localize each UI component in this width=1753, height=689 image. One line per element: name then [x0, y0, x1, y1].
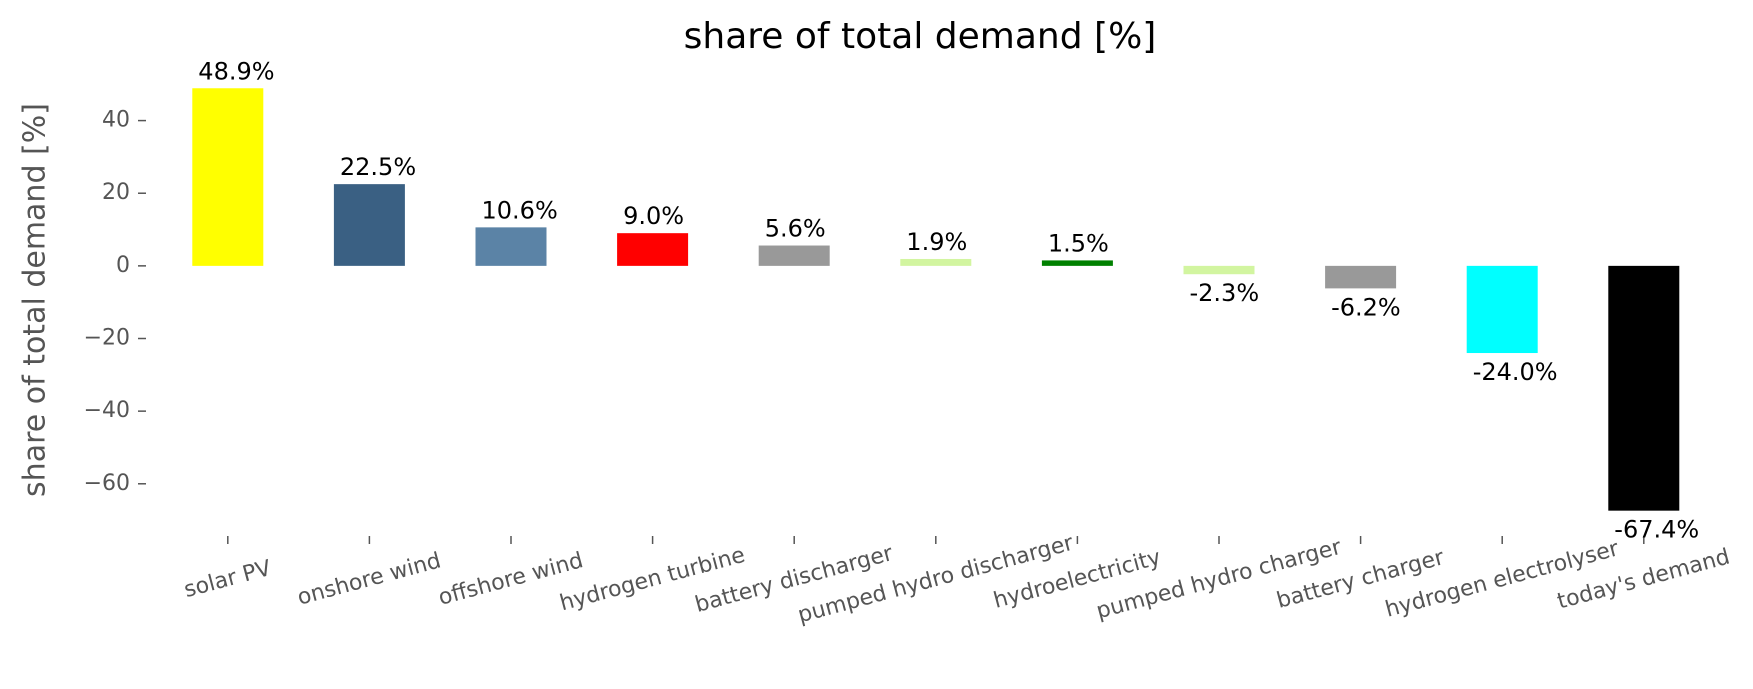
y-tick-label: −20 — [84, 326, 130, 351]
bar — [1608, 265, 1680, 511]
x-tick-label: onshore wind — [295, 548, 444, 610]
bar — [333, 184, 405, 266]
value-label: -2.3% — [1190, 279, 1260, 307]
bar — [1041, 260, 1113, 266]
value-label: 5.6% — [765, 215, 826, 243]
x-tick-label: hydrogen electrolyser — [1383, 536, 1623, 623]
value-label: -6.2% — [1331, 293, 1401, 321]
value-label: 10.6% — [482, 196, 558, 224]
bar — [900, 258, 972, 266]
bar — [758, 245, 830, 266]
value-label: -24.0% — [1473, 358, 1558, 386]
bar — [192, 88, 264, 266]
value-label: 1.9% — [906, 228, 967, 256]
y-tick-label: 0 — [116, 253, 130, 278]
y-tick-label: 20 — [102, 180, 130, 205]
y-tick-label: −60 — [84, 471, 130, 496]
y-axis-label: share of total demand [%] — [18, 103, 53, 497]
x-tick-label: pumped hydro charger — [1094, 535, 1345, 625]
value-label: 9.0% — [623, 202, 684, 230]
value-label: -67.4% — [1614, 516, 1699, 544]
value-label: 1.5% — [1048, 229, 1109, 257]
x-tick-label: solar PV — [182, 556, 274, 603]
y-tick-label: 40 — [102, 108, 130, 133]
bar — [475, 227, 547, 266]
value-label: 48.9% — [198, 57, 274, 85]
chart-title: share of total demand [%] — [684, 16, 1157, 57]
bar — [617, 233, 689, 266]
value-label: 22.5% — [340, 153, 416, 181]
y-tick-label: −40 — [84, 398, 130, 423]
bar — [1325, 265, 1397, 289]
bar — [1466, 265, 1538, 354]
bar — [1183, 265, 1255, 275]
